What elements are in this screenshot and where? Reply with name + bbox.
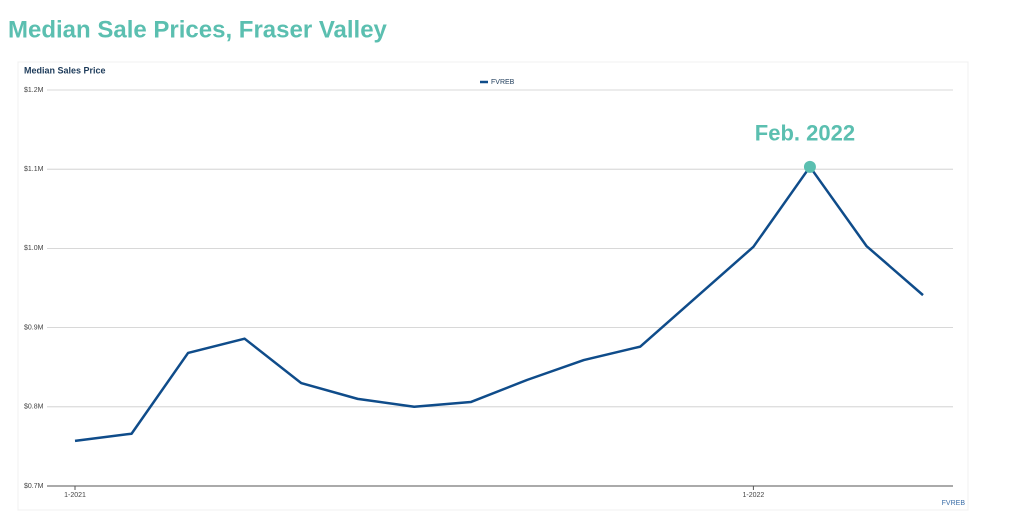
y-tick-label: $0.8M	[24, 404, 44, 411]
legend-label: FVREB	[491, 79, 515, 86]
y-tick-label: $1.1M	[24, 166, 44, 173]
annotation: Feb. 2022	[755, 121, 855, 146]
x-tick-label: 1-2021	[64, 492, 86, 499]
chart-title: Median Sales Price	[24, 65, 106, 75]
series-line	[74, 165, 924, 443]
y-tick-label: $1.0M	[24, 245, 44, 252]
highlight-point	[803, 160, 816, 173]
chart-panel	[17, 61, 969, 511]
y-tick-label: $0.9M	[24, 324, 44, 331]
page-title: Median Sale Prices, Fraser Valley	[8, 16, 388, 43]
source: FVREB	[942, 500, 966, 507]
y-tick-label: $0.7M	[24, 483, 44, 490]
y-tick-label: $1.2M	[24, 87, 44, 94]
x-tick-label: 1-2022	[743, 492, 765, 499]
